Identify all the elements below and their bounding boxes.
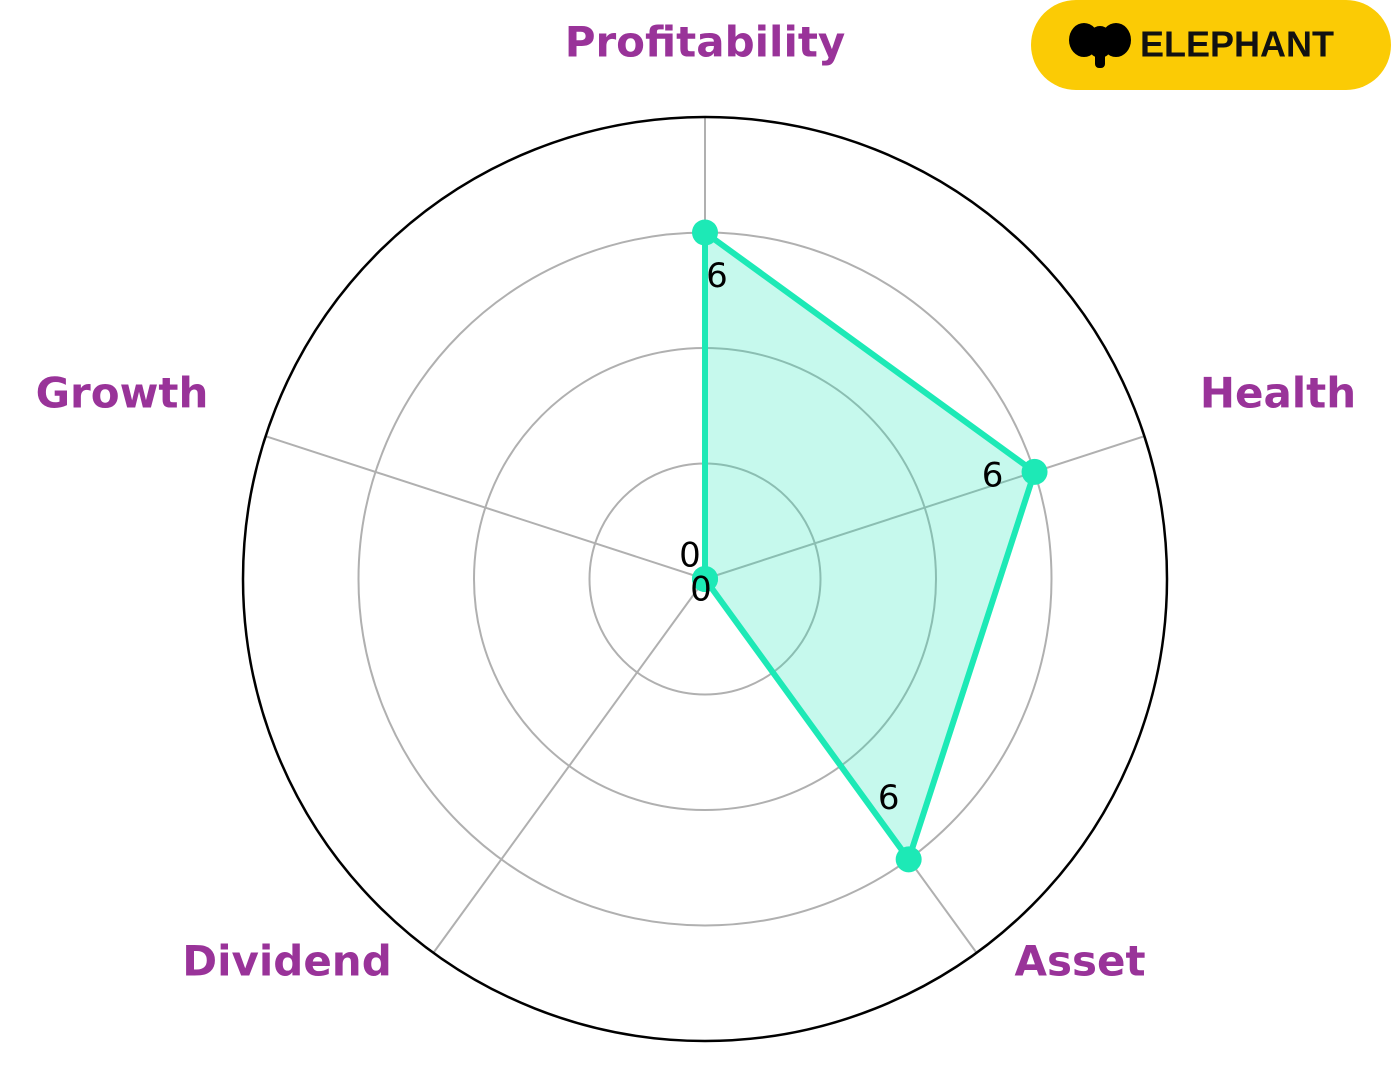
logo-badge xyxy=(1031,0,1391,90)
outer-ring xyxy=(241,115,1169,1043)
spoke xyxy=(265,435,706,580)
logo-icon xyxy=(1069,23,1131,68)
category-label: Dividend xyxy=(182,937,392,986)
spoke xyxy=(432,578,706,954)
data-point xyxy=(1021,458,1048,485)
data-point xyxy=(692,566,718,592)
data-point xyxy=(692,219,718,246)
area xyxy=(702,229,1038,863)
logo-text: ELEPHANT xyxy=(1140,24,1334,65)
category-label: Growth xyxy=(36,369,209,418)
value-label: 0 xyxy=(690,570,712,610)
value-label: 6 xyxy=(706,256,728,296)
data-point xyxy=(895,846,922,873)
category-label: Profitability xyxy=(565,18,846,67)
value-label: 6 xyxy=(982,455,1004,495)
category-label: Asset xyxy=(1014,937,1145,986)
value-label: 6 xyxy=(878,778,900,818)
value-label: 0 xyxy=(679,536,701,576)
category-label: Health xyxy=(1200,369,1356,418)
logo: ELEPHANT xyxy=(1031,0,1391,90)
spoke xyxy=(704,435,1145,580)
